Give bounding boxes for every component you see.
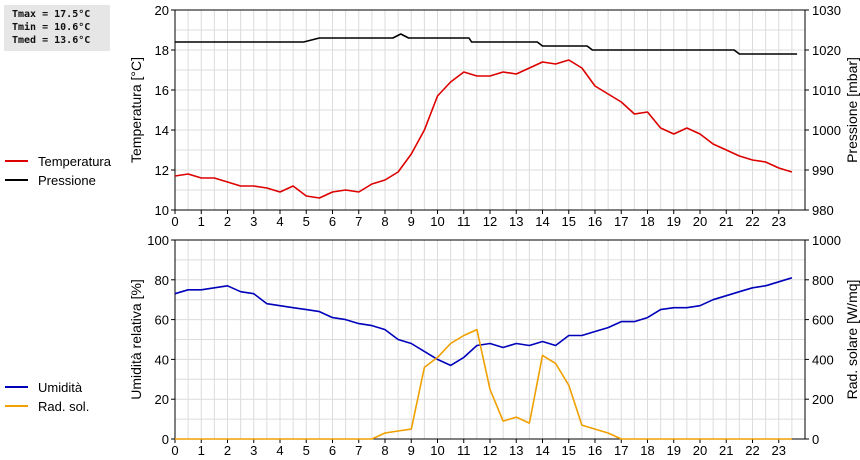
x-tick-label: 13 — [509, 214, 523, 229]
y-tick-label-left: 60 — [155, 313, 169, 328]
legend-top: Temperatura Pressione — [5, 154, 112, 188]
x-tick-label: 3 — [250, 214, 257, 229]
x-tick-label: 22 — [745, 443, 759, 458]
x-tick-label: 11 — [457, 443, 471, 458]
y-tick-label-left: 10 — [155, 203, 169, 218]
x-tick-label: 8 — [381, 443, 388, 458]
series-line-pressione — [175, 33, 798, 55]
x-tick-label: 14 — [535, 214, 549, 229]
x-tick-label: 15 — [562, 214, 576, 229]
x-tick-label: 13 — [509, 443, 523, 458]
x-tick-label: 1 — [198, 214, 205, 229]
x-tick-label: 9 — [408, 214, 415, 229]
x-tick-label: 9 — [408, 443, 415, 458]
x-tick-label: 19 — [667, 443, 681, 458]
x-tick-label: 2 — [224, 443, 231, 458]
y-tick-label-right: 1010 — [812, 83, 841, 98]
x-tick-label: 21 — [719, 443, 733, 458]
x-tick-label: 2 — [224, 214, 231, 229]
x-tick-label: 19 — [667, 214, 681, 229]
y-tick-label-right: 990 — [812, 163, 834, 178]
x-tick-label: 4 — [276, 443, 283, 458]
x-tick-label: 7 — [355, 214, 362, 229]
stat-tmax: Tmax = 17.5°C — [12, 9, 91, 20]
x-tick-label: 0 — [171, 443, 178, 458]
y-tick-label-left: 0 — [162, 432, 169, 447]
x-tick-label: 23 — [772, 214, 786, 229]
x-tick-label: 3 — [250, 443, 257, 458]
legend-label-pressione: Pressione — [38, 173, 96, 188]
x-tick-label: 8 — [381, 214, 388, 229]
y-tick-label-left: 100 — [147, 233, 169, 248]
x-tick-label: 21 — [719, 214, 733, 229]
x-tick-label: 6 — [329, 214, 336, 229]
stats-box: Tmax = 17.5°C Tmin = 10.6°C Tmed = 13.6°… — [4, 5, 110, 51]
x-tick-label: 17 — [614, 443, 628, 458]
x-tick-label: 23 — [772, 443, 786, 458]
x-tick-label: 5 — [303, 443, 310, 458]
y-tick-label-left: 20 — [155, 392, 169, 407]
humidity-radiation-chart: 0 1 2 3 4 5 6 7 8 9 10 11 12 13 14 15 16 17 18 19 20 21 22 2302… — [128, 233, 860, 458]
y-tick-label-right: 1030 — [812, 3, 841, 18]
x-tick-label: 12 — [483, 443, 497, 458]
y-tick-label-right: 800 — [812, 273, 834, 288]
legend-label-rad-sol: Rad. sol. — [38, 399, 89, 414]
y-tick-label-left: 20 — [155, 3, 169, 18]
y-axis-title-left: Umidità relativa [%] — [128, 279, 144, 400]
x-tick-label: 0 — [171, 214, 178, 229]
x-tick-label: 17 — [614, 214, 628, 229]
x-tick-label: 11 — [457, 214, 471, 229]
x-tick-label: 18 — [640, 443, 654, 458]
y-tick-label-right: 1020 — [812, 43, 841, 58]
legend-label-umidit: Umidità — [38, 380, 83, 395]
x-tick-label: 6 — [329, 443, 336, 458]
y-tick-label-right: 980 — [812, 203, 834, 218]
x-tick-label: 16 — [588, 443, 602, 458]
legend-label-temperatura: Temperatura — [38, 154, 112, 169]
y-tick-label-right: 1000 — [812, 123, 841, 138]
x-tick-label: 1 — [198, 443, 205, 458]
x-tick-label: 5 — [303, 214, 310, 229]
x-tick-label: 4 — [276, 214, 283, 229]
x-tick-label: 7 — [355, 443, 362, 458]
x-tick-label: 14 — [535, 443, 549, 458]
y-axis-title-right: Pressione [mbar] — [844, 57, 860, 163]
stat-tmed: Tmed = 13.6°C — [12, 35, 91, 46]
y-tick-label-right: 400 — [812, 352, 834, 367]
stat-tmin: Tmin = 10.6°C — [12, 22, 91, 33]
legend-bottom: Umidità Rad. sol. — [5, 380, 89, 414]
x-tick-label: 10 — [430, 443, 444, 458]
x-tick-label: 20 — [693, 443, 707, 458]
y-tick-label-left: 14 — [155, 123, 169, 138]
x-tick-label: 10 — [430, 214, 444, 229]
temperature-pressure-chart: 0 1 2 3 4 5 6 7 8 9 10 11 12 13 14 15 16 17 18 19 20 21 22 2310… — [128, 3, 860, 229]
y-tick-label-right: 1000 — [812, 233, 841, 248]
series-line-umidit — [174, 277, 793, 367]
series-line-rad-sol — [175, 328, 792, 440]
series-line-temperatura — [174, 59, 793, 199]
x-tick-label: 22 — [745, 214, 759, 229]
y-tick-label-right: 0 — [812, 432, 819, 447]
y-tick-label-left: 16 — [155, 83, 169, 98]
y-tick-label-left: 40 — [155, 352, 169, 367]
y-axis-title-right: Rad. solare [W/mq] — [844, 280, 860, 400]
x-tick-label: 16 — [588, 214, 602, 229]
y-tick-label-left: 12 — [155, 163, 169, 178]
x-tick-label: 15 — [562, 443, 576, 458]
x-tick-label: 18 — [640, 214, 654, 229]
y-tick-label-right: 200 — [812, 392, 834, 407]
x-tick-label: 20 — [693, 214, 707, 229]
y-tick-label-left: 80 — [155, 273, 169, 288]
y-axis-title-left: Temperatura [°C] — [128, 57, 144, 163]
y-tick-label-left: 18 — [155, 43, 169, 58]
x-tick-label: 12 — [483, 214, 497, 229]
y-tick-label-right: 600 — [812, 313, 834, 328]
